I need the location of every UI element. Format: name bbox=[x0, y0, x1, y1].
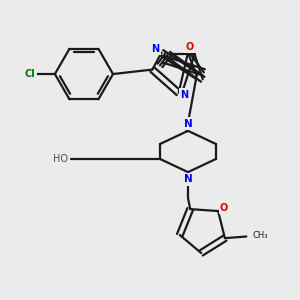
Text: N: N bbox=[152, 44, 160, 54]
Text: O: O bbox=[185, 42, 194, 52]
Text: CH₃: CH₃ bbox=[253, 231, 268, 240]
Text: HO: HO bbox=[53, 154, 68, 164]
Text: O: O bbox=[220, 203, 228, 213]
Text: N: N bbox=[181, 89, 189, 100]
Text: N: N bbox=[184, 118, 192, 129]
Text: N: N bbox=[184, 174, 192, 184]
Text: Cl: Cl bbox=[25, 69, 35, 79]
